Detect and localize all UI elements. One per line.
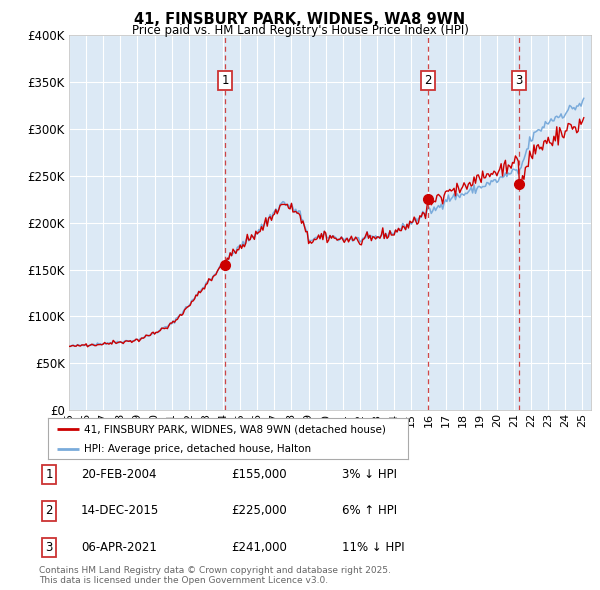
Text: 2: 2	[46, 504, 53, 517]
Text: 3% ↓ HPI: 3% ↓ HPI	[342, 468, 397, 481]
Text: 14-DEC-2015: 14-DEC-2015	[81, 504, 159, 517]
Text: 2: 2	[424, 74, 431, 87]
Text: £155,000: £155,000	[231, 468, 287, 481]
Text: HPI: Average price, detached house, Halton: HPI: Average price, detached house, Halt…	[84, 444, 311, 454]
Text: 20-FEB-2004: 20-FEB-2004	[81, 468, 157, 481]
Text: Contains HM Land Registry data © Crown copyright and database right 2025.
This d: Contains HM Land Registry data © Crown c…	[39, 566, 391, 585]
Text: 3: 3	[46, 541, 53, 554]
Text: 11% ↓ HPI: 11% ↓ HPI	[342, 541, 404, 554]
Text: 1: 1	[221, 74, 229, 87]
Text: 6% ↑ HPI: 6% ↑ HPI	[342, 504, 397, 517]
Text: 06-APR-2021: 06-APR-2021	[81, 541, 157, 554]
Text: Price paid vs. HM Land Registry's House Price Index (HPI): Price paid vs. HM Land Registry's House …	[131, 24, 469, 37]
Text: £225,000: £225,000	[231, 504, 287, 517]
Text: £241,000: £241,000	[231, 541, 287, 554]
Text: 3: 3	[515, 74, 522, 87]
Text: 1: 1	[46, 468, 53, 481]
Text: 41, FINSBURY PARK, WIDNES, WA8 9WN (detached house): 41, FINSBURY PARK, WIDNES, WA8 9WN (deta…	[84, 424, 386, 434]
Text: 41, FINSBURY PARK, WIDNES, WA8 9WN: 41, FINSBURY PARK, WIDNES, WA8 9WN	[134, 12, 466, 27]
